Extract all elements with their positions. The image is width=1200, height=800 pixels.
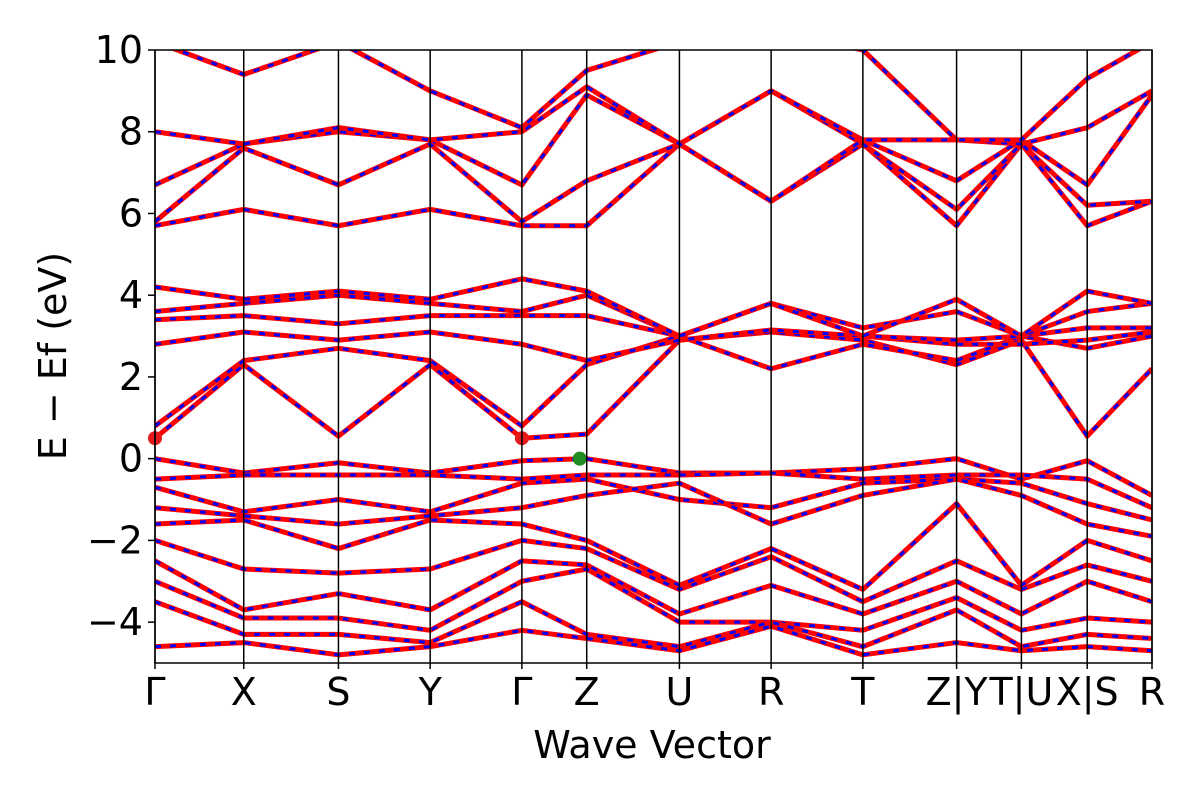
x-tick-label: Z|Y (926, 670, 989, 715)
x-axis-label: Wave Vector (533, 723, 771, 767)
y-tick-label: 0 (119, 437, 143, 481)
band-line (155, 276, 1152, 339)
x-tick-label: Γ (511, 670, 532, 714)
y-tick-label: 8 (119, 110, 143, 154)
y-axis-label: E − Ef (eV) (31, 252, 75, 461)
x-tick-label: T|U (988, 670, 1053, 715)
extremum-point (572, 451, 587, 466)
x-tick-label: R (1139, 670, 1165, 714)
x-tick-label: Z (574, 670, 600, 714)
band-line-dashed (155, 84, 1152, 203)
x-tick-label: U (666, 670, 694, 714)
plot-area (155, 50, 1152, 658)
x-tick-label: X|S (1056, 670, 1119, 715)
y-tick-label: −4 (87, 600, 143, 644)
plot-frame (154, 49, 1153, 664)
x-tick-label: Γ (144, 670, 165, 714)
x-tick-label: S (326, 670, 350, 714)
x-tick-label: Y (418, 670, 443, 714)
y-tick-label: 2 (119, 355, 143, 399)
y-tick-label: 4 (119, 273, 143, 317)
y-tick-label: −2 (87, 518, 143, 562)
band-line (155, 88, 1152, 225)
y-tick-label: 10 (95, 28, 143, 72)
band-line (155, 476, 1152, 539)
band-line (169, 50, 1143, 143)
y-tick-label: 6 (119, 191, 143, 235)
x-tick-label: T (850, 670, 875, 714)
x-tick-label: R (758, 670, 784, 714)
band-line-dashed (172, 50, 1141, 142)
x-tick-label: X (231, 670, 257, 714)
